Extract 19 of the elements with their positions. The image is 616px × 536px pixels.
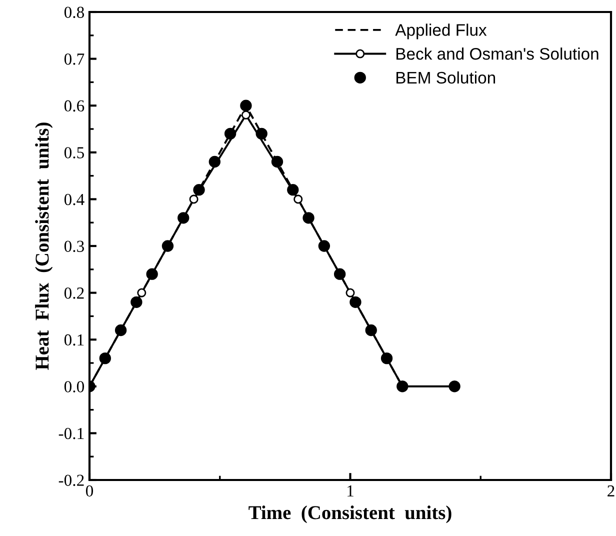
legend-label: BEM Solution (396, 71, 496, 84)
y-tick-label: 0.7 (64, 54, 84, 65)
y-tick-label: 0.3 (64, 240, 84, 252)
y-tick-label: 0.8 (64, 6, 84, 18)
y-tick-label: 0.4 (64, 194, 84, 206)
y-tick-label: -0.2 (58, 474, 84, 486)
x-tick-label: 1 (348, 485, 354, 496)
y-tick-label: 0.1 (64, 334, 84, 346)
y-tick-label: 0.0 (64, 381, 84, 392)
y-axis-title: Heat Flux (Consistent units) (35, 122, 53, 370)
legend-label: Applied Flux (395, 24, 487, 40)
x-axis-title: Time (Consistent units) (248, 506, 452, 524)
y-tick-label: 0.6 (64, 100, 84, 112)
x-tick-label: 0 (86, 485, 94, 497)
y-tick-label: 0.2 (64, 288, 84, 299)
y-tick-label: -0.1 (58, 428, 84, 440)
x-tick-label: 2 (608, 485, 614, 496)
legend-label: Beck and Osman's Solution (396, 48, 598, 60)
y-tick-label: 0.5 (64, 147, 84, 158)
